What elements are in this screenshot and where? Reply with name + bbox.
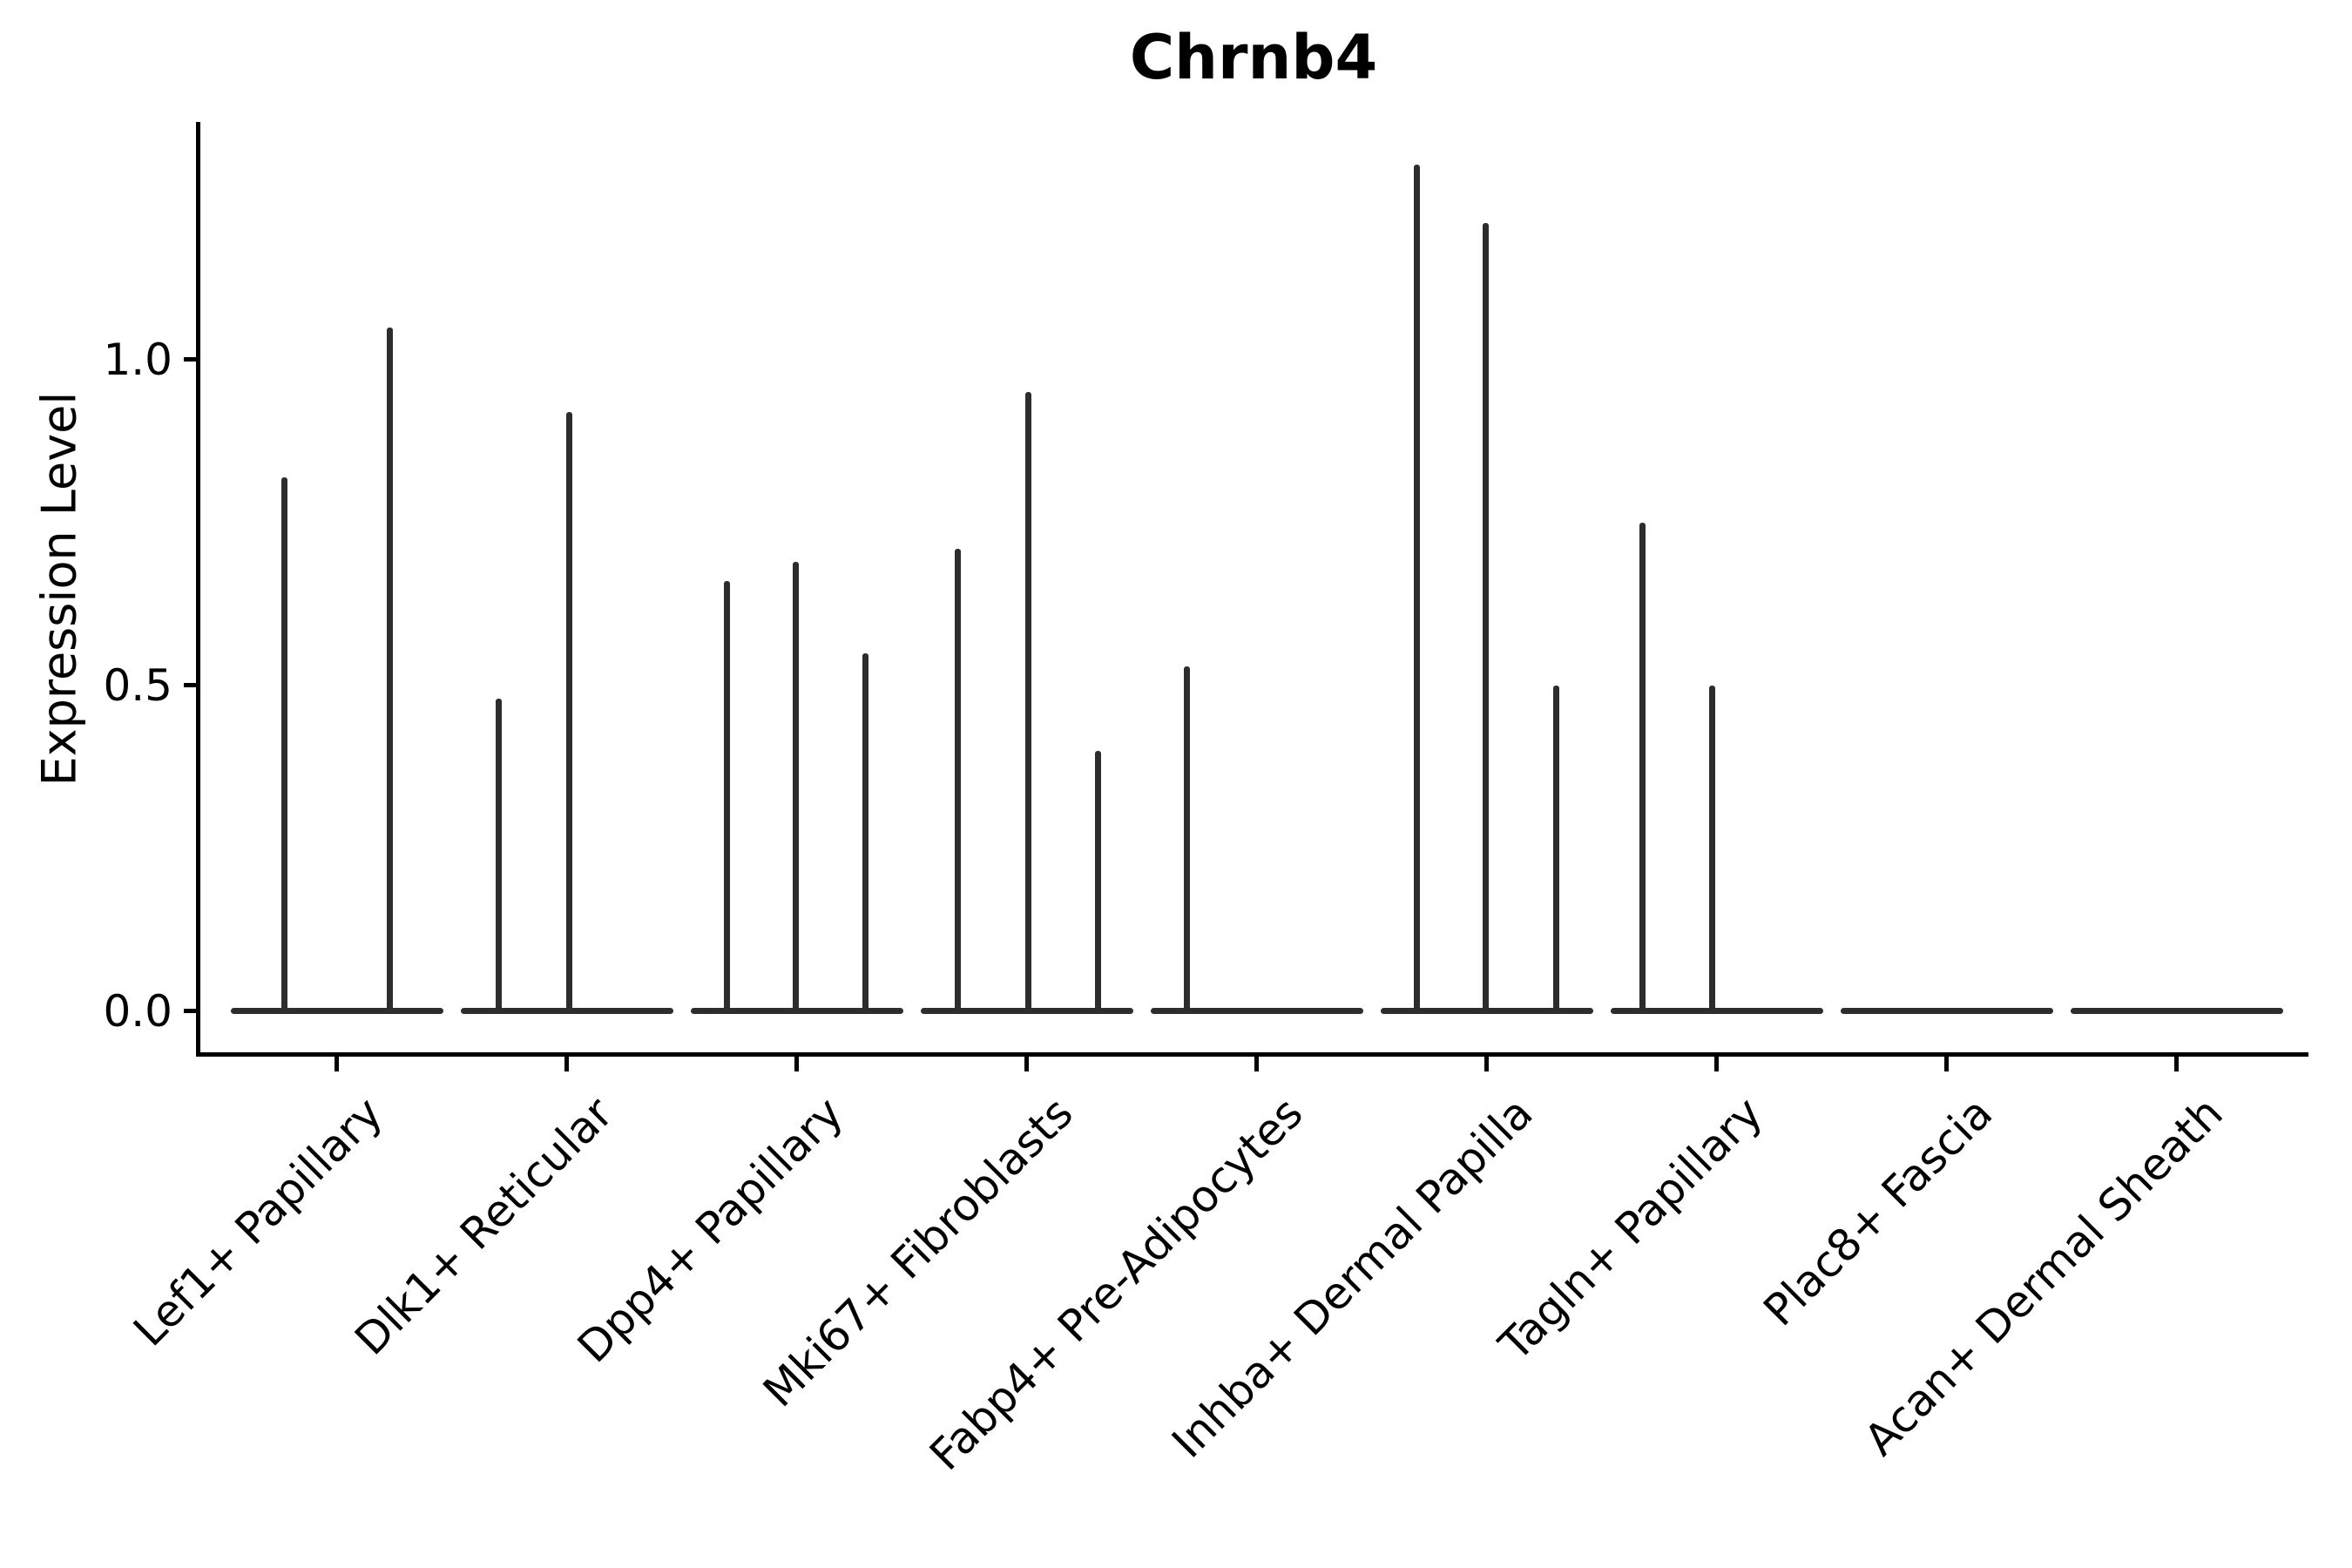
violin-baseline — [1151, 1008, 1363, 1014]
violin-spike — [1709, 686, 1715, 1013]
violin-baseline — [1611, 1008, 1823, 1014]
violin-baseline — [231, 1008, 443, 1014]
y-tick — [184, 357, 198, 362]
x-tick-label-4: Fabp4+ Pre-Adipocytes — [920, 1087, 1313, 1481]
violin-spike — [1095, 751, 1101, 1013]
violin-spike — [862, 653, 868, 1013]
x-tick — [335, 1054, 339, 1071]
x-tick — [564, 1054, 569, 1071]
y-axis-spine — [196, 122, 200, 1057]
violin-baseline — [2071, 1008, 2283, 1014]
y-axis-label: Expression Level — [31, 391, 87, 787]
y-tick-label: 0.5 — [103, 660, 172, 711]
plot-title: Chrnb4 — [1129, 22, 1378, 93]
violin-spike — [724, 581, 730, 1013]
violin-spike — [1025, 392, 1031, 1013]
x-tick — [2174, 1054, 2179, 1071]
x-tick-label-0: Lef1+ Papillary — [124, 1087, 393, 1356]
x-axis-spine — [196, 1052, 2308, 1057]
violin-spike — [793, 562, 799, 1013]
violin-spike — [1553, 686, 1559, 1013]
violin-spike — [566, 412, 572, 1013]
y-tick-label: 1.0 — [103, 335, 172, 385]
violin-spike — [1414, 165, 1420, 1013]
x-tick — [1024, 1054, 1029, 1071]
x-tick — [1254, 1054, 1259, 1071]
x-tick-label-7: Plac8+ Fascia — [1754, 1087, 2003, 1336]
violin-spike — [1483, 223, 1489, 1013]
violin-spike — [1184, 666, 1190, 1013]
violin-spike — [387, 328, 393, 1013]
violin-baseline — [1841, 1008, 2053, 1014]
x-tick — [794, 1054, 799, 1071]
violin-spike — [955, 549, 961, 1013]
violin-spike — [496, 699, 502, 1013]
violin-spike — [1639, 523, 1646, 1013]
x-tick — [1714, 1054, 1719, 1071]
y-tick-label: 0.0 — [103, 986, 172, 1037]
x-tick — [1944, 1054, 1949, 1071]
violin-spike — [281, 477, 287, 1013]
y-tick — [184, 1009, 198, 1013]
x-tick — [1484, 1054, 1489, 1071]
y-tick — [184, 683, 198, 687]
